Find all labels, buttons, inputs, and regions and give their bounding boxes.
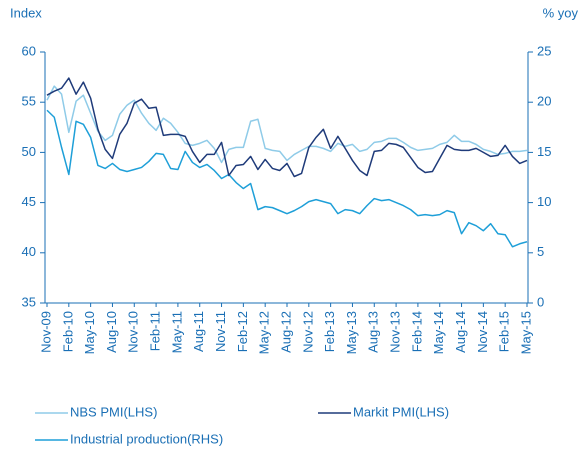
line-series [46, 77, 528, 178]
x-tick-label: May-13 [344, 311, 359, 354]
x-tick-label: May-10 [82, 311, 97, 354]
x-tick-label: Feb-15 [497, 311, 512, 352]
y2-axis-label: % yoy [543, 5, 579, 20]
x-tick-label: Feb-11 [148, 311, 163, 351]
x-tick-label: May-12 [257, 311, 272, 354]
y-tick-label: 50 [22, 144, 36, 159]
x-tick-label: Nov-14 [475, 311, 490, 353]
x-tick-label: Feb-13 [322, 311, 337, 352]
x-tick-label: Feb-14 [409, 311, 424, 352]
y2-tick-label: 15 [537, 144, 551, 159]
x-tick-label: Aug-12 [278, 311, 293, 353]
y-tick-label: 45 [22, 194, 36, 209]
x-tick-label: Nov-13 [388, 311, 403, 353]
x-tick-label: May-15 [518, 311, 533, 354]
x-tick-label: Aug-14 [453, 311, 468, 353]
y2-tick-label: 10 [537, 194, 551, 209]
x-tick-label: Feb-12 [235, 311, 250, 352]
x-tick-label: Nov-11 [213, 311, 228, 352]
x-tick-label: Feb-10 [60, 311, 75, 352]
legend-label: Markit PMI(LHS) [353, 404, 449, 419]
legend-label: Industrial production(RHS) [70, 431, 223, 446]
line-series [46, 109, 528, 248]
y-tick-label: 60 [22, 43, 36, 58]
y2-tick-label: 20 [537, 94, 551, 109]
y2-tick-label: 25 [537, 43, 551, 58]
y-tick-label: 55 [22, 94, 36, 109]
x-tick-label: Aug-13 [366, 311, 381, 353]
line-series [46, 85, 528, 164]
x-tick-label: Aug-10 [104, 311, 119, 353]
y-tick-label: 40 [22, 244, 36, 259]
x-tick-label: Nov-10 [126, 311, 141, 353]
x-tick-label: Aug-11 [191, 311, 206, 352]
y2-tick-label: 5 [537, 244, 544, 259]
x-tick-label: May-14 [431, 311, 446, 354]
y2-tick-label: 0 [537, 294, 544, 309]
y-axis-label: Index [10, 5, 42, 20]
legend-label: NBS PMI(LHS) [70, 404, 157, 419]
x-tick-label: Nov-12 [300, 311, 315, 353]
y-tick-label: 35 [22, 294, 36, 309]
x-tick-label: Nov-09 [38, 311, 53, 353]
x-tick-label: May-11 [169, 311, 184, 353]
